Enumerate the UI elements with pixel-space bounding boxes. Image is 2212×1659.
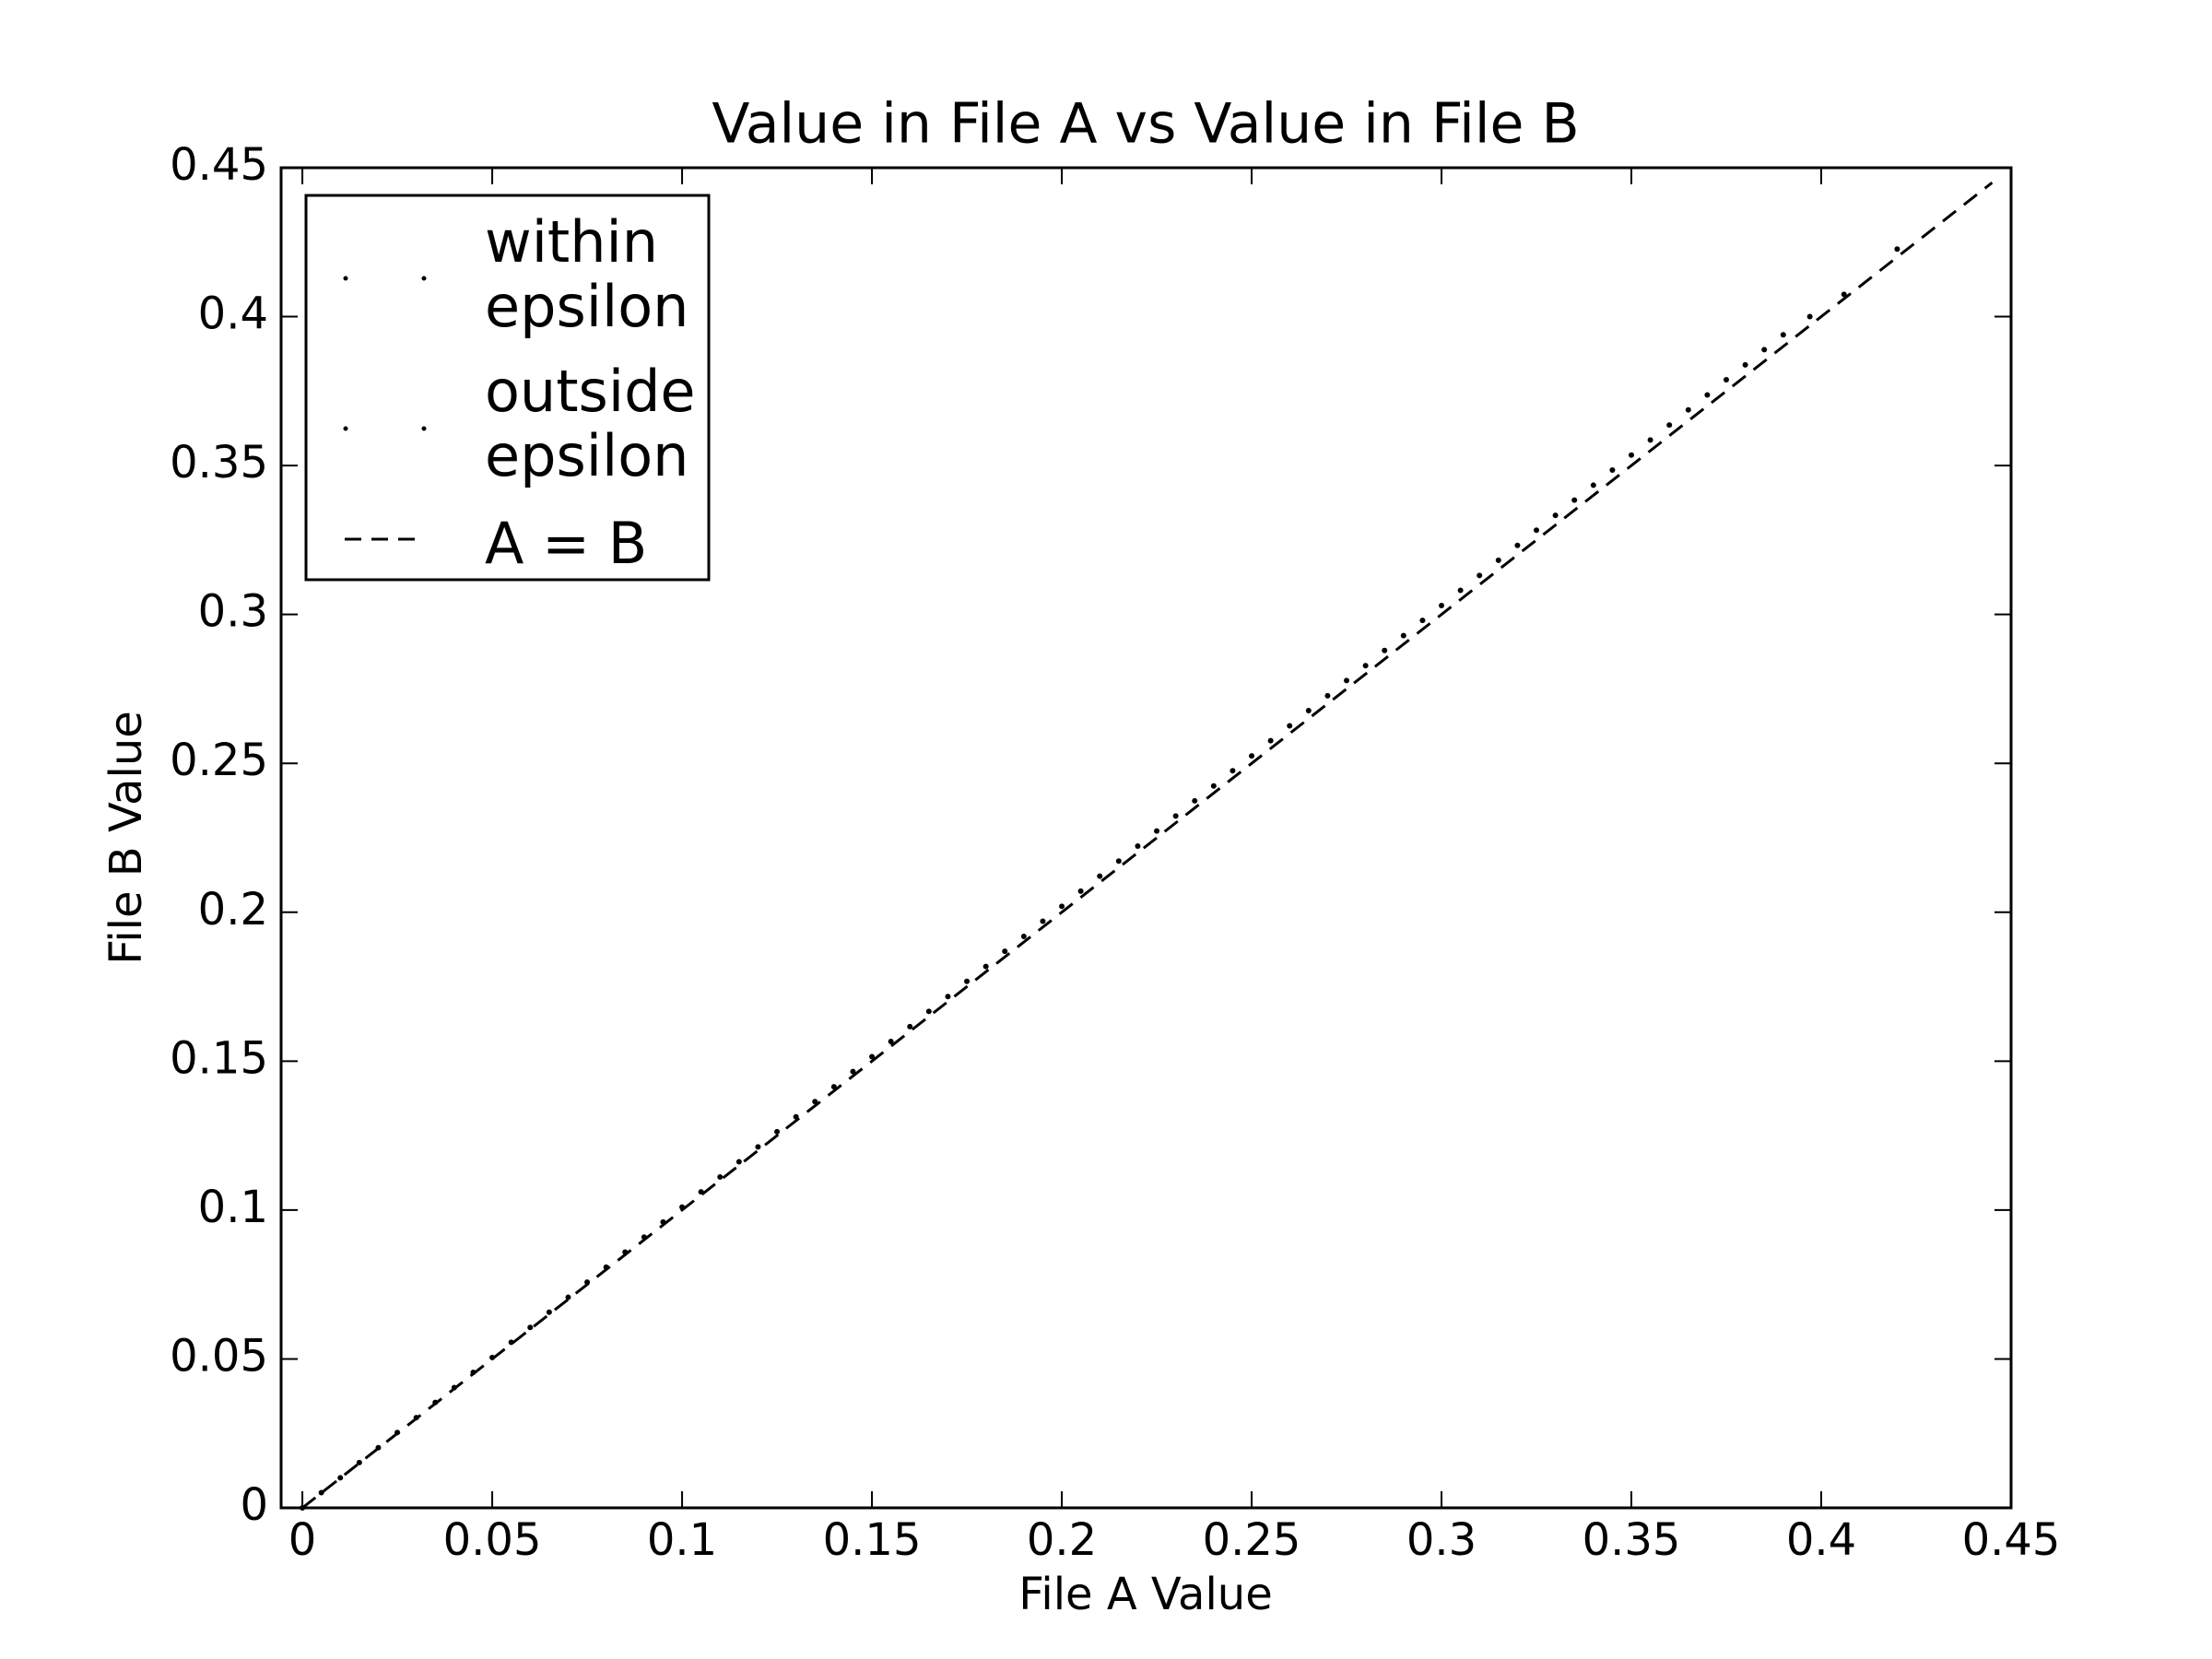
point: [1210, 782, 1217, 789]
point: [565, 1294, 571, 1300]
point: [1059, 903, 1065, 910]
point: [1344, 677, 1350, 684]
point: [1666, 422, 1673, 429]
x-tick-label: 0.45: [1962, 1514, 2061, 1566]
point: [1742, 361, 1748, 368]
point: [1097, 873, 1103, 879]
y-tick-label: 0.1: [198, 1182, 268, 1233]
point: [1629, 452, 1635, 458]
y-tick-label: 0.2: [198, 884, 268, 935]
y-tick-label: 0.3: [198, 586, 268, 638]
point: [1724, 377, 1730, 383]
point: [318, 1489, 324, 1496]
point: [1419, 618, 1426, 624]
point: [1477, 572, 1483, 579]
point: [755, 1144, 761, 1150]
legend-label: A = B: [485, 510, 648, 577]
point: [1400, 632, 1406, 639]
point: [1135, 843, 1141, 850]
point: [1002, 948, 1008, 955]
reference-line: [301, 181, 1994, 1510]
point: [925, 1008, 932, 1015]
point: [1495, 557, 1501, 563]
point: [850, 1068, 856, 1075]
y-tick-label: 0.45: [170, 139, 268, 191]
y-tick-label: 0: [240, 1479, 268, 1531]
point: [527, 1324, 534, 1331]
point: [1192, 797, 1198, 804]
point: [888, 1039, 894, 1045]
point: [1571, 497, 1578, 503]
x-tick-label: 0: [288, 1514, 317, 1566]
y-tick-label: 0.25: [170, 735, 268, 786]
point: [1685, 406, 1691, 413]
point: [1172, 813, 1179, 819]
legend-swatch: [343, 426, 348, 431]
point: [546, 1309, 552, 1315]
x-tick-label: 0.35: [1583, 1514, 1681, 1566]
point: [869, 1053, 876, 1060]
point: [356, 1459, 362, 1465]
legend-label: outside epsilon: [485, 358, 696, 489]
point: [1154, 828, 1160, 834]
point: [717, 1174, 724, 1181]
point: [1230, 768, 1236, 774]
y-tick-label: 0.35: [170, 437, 268, 488]
x-tick-label: 0.3: [1406, 1514, 1477, 1566]
point: [508, 1339, 514, 1346]
point: [1457, 587, 1464, 594]
point: [1077, 888, 1084, 894]
point: [1439, 602, 1445, 608]
point: [1534, 527, 1540, 534]
x-axis-label: File A Value: [1018, 1569, 1272, 1620]
x-tick-label: 0.1: [647, 1514, 717, 1566]
point: [1267, 737, 1274, 744]
legend-swatch: [421, 426, 427, 431]
point: [1305, 708, 1312, 714]
point: [1894, 246, 1900, 253]
point: [907, 1023, 913, 1030]
point: [1552, 512, 1559, 519]
point: [945, 994, 951, 1000]
point: [1020, 933, 1027, 939]
point: [1249, 753, 1255, 759]
legend-swatch: [343, 276, 348, 281]
x-tick-label: 0.2: [1027, 1514, 1097, 1566]
chart-title: Value in File A vs Value in File B: [712, 92, 1579, 157]
plot-frame: [279, 166, 2013, 1510]
point: [1841, 291, 1847, 298]
point: [337, 1475, 344, 1481]
point: [1704, 392, 1711, 398]
point: [1040, 918, 1046, 924]
y-tick-label: 0.15: [170, 1032, 268, 1084]
point: [1609, 466, 1616, 473]
y-tick-label: 0.05: [170, 1330, 268, 1382]
point: [1115, 858, 1122, 865]
point: [1382, 647, 1388, 653]
legend-swatch: [421, 276, 427, 281]
point: [964, 978, 971, 984]
point: [1324, 692, 1331, 699]
x-tick-label: 0.4: [1786, 1514, 1856, 1566]
point: [1780, 332, 1786, 338]
point: [1761, 347, 1768, 353]
legend-label: within epsilon: [485, 208, 689, 340]
point: [1362, 663, 1369, 669]
y-tick-label: 0.4: [198, 288, 268, 340]
point: [1806, 313, 1813, 320]
x-tick-label: 0.05: [443, 1514, 542, 1566]
point: [735, 1159, 742, 1165]
point: [774, 1128, 781, 1135]
legend-box: [304, 194, 711, 582]
point: [1287, 723, 1293, 729]
point: [1647, 437, 1653, 443]
point: [1514, 542, 1521, 548]
x-tick-label: 0.15: [823, 1514, 922, 1566]
y-axis-label: File B Value: [100, 711, 152, 965]
point: [1590, 482, 1596, 488]
x-tick-label: 0.25: [1203, 1514, 1301, 1566]
point: [982, 963, 989, 970]
